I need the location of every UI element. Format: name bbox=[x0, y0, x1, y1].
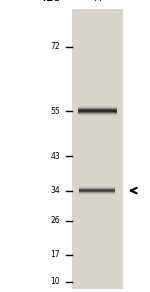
Text: 72: 72 bbox=[50, 42, 60, 51]
Text: 26: 26 bbox=[50, 216, 60, 225]
Bar bbox=[72, 9, 123, 289]
Text: 55: 55 bbox=[50, 107, 60, 116]
Text: 17: 17 bbox=[50, 251, 60, 260]
Text: 34: 34 bbox=[50, 186, 60, 195]
Text: 43: 43 bbox=[50, 152, 60, 161]
Text: 10: 10 bbox=[50, 277, 60, 286]
Text: A: A bbox=[94, 0, 100, 3]
Text: KDa: KDa bbox=[42, 0, 60, 3]
